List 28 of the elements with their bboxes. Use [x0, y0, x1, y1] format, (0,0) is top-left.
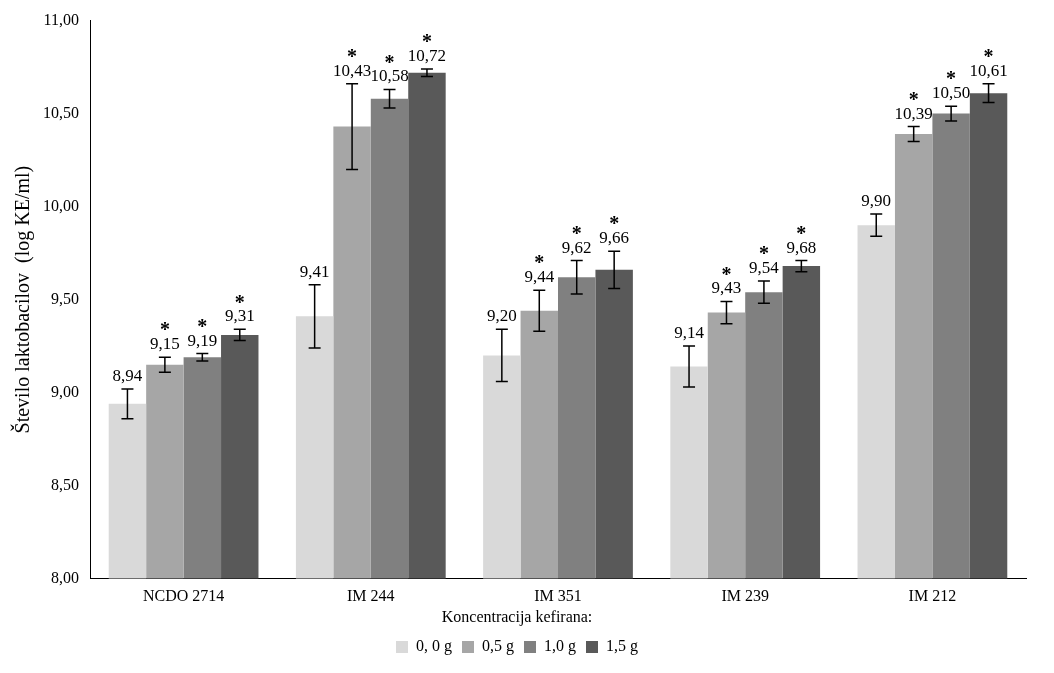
y-tick-label: 10,50 — [43, 103, 79, 121]
data-label: 9,90 — [861, 191, 892, 211]
x-tick-label: IM 239 — [721, 587, 769, 605]
data-label: 10,39 — [894, 103, 933, 123]
legend-label: 1,5 g — [606, 637, 638, 656]
x-tick-label: IM 351 — [534, 587, 582, 605]
legend-label: 1,0 g — [544, 637, 576, 656]
data-label: 8,94 — [112, 365, 143, 385]
y-tick-label: 9,00 — [51, 382, 79, 400]
y-tick-label: 8,00 — [51, 568, 79, 586]
legend-label: 0,5 g — [482, 637, 514, 656]
y-tick-label: 10,00 — [43, 196, 79, 214]
y-tick-label: 9,50 — [51, 289, 79, 307]
x-tick-label: NCDO 2714 — [142, 587, 225, 605]
data-label: 9,41 — [299, 261, 330, 281]
y-tick-label: 8,50 — [51, 475, 79, 493]
legend-label: 0, 0 g — [416, 637, 452, 656]
data-label: 9,14 — [674, 323, 705, 343]
data-label: 9,62 — [561, 237, 592, 257]
data-label: 10,43 — [332, 60, 372, 80]
y-tick-label: 11,00 — [43, 10, 79, 28]
legend-title: Koncentracija kefirana: — [441, 608, 593, 626]
data-label: 9,19 — [187, 330, 218, 350]
x-tick-label: IM 244 — [347, 587, 395, 605]
y-axis-title: Število laktobacilov (log KE/ml) — [10, 165, 35, 434]
x-tick-label: IM 212 — [908, 587, 957, 605]
data-label: 9,20 — [486, 306, 517, 326]
data-label: 9,68 — [786, 237, 817, 257]
